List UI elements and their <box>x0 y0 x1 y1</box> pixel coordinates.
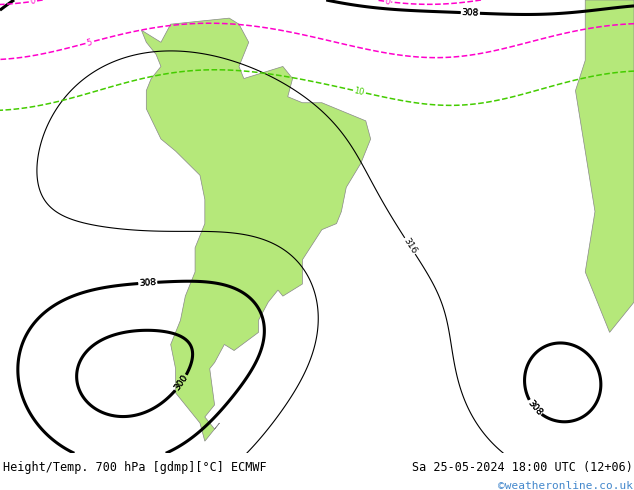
Polygon shape <box>141 18 371 441</box>
Text: 308: 308 <box>462 8 479 18</box>
Text: ©weatheronline.co.uk: ©weatheronline.co.uk <box>498 481 633 490</box>
Text: 316: 316 <box>401 236 418 256</box>
Text: 308: 308 <box>139 278 157 288</box>
Text: 10: 10 <box>353 86 365 97</box>
Text: 5: 5 <box>86 38 93 48</box>
Text: 0: 0 <box>29 0 36 6</box>
Text: Height/Temp. 700 hPa [gdmp][°C] ECMWF: Height/Temp. 700 hPa [gdmp][°C] ECMWF <box>3 461 267 474</box>
Text: 0: 0 <box>385 0 391 6</box>
Text: Sa 25-05-2024 18:00 UTC (12+06): Sa 25-05-2024 18:00 UTC (12+06) <box>412 461 633 474</box>
Text: 308: 308 <box>526 398 544 417</box>
Text: 308: 308 <box>139 278 157 288</box>
Text: 300: 300 <box>172 373 190 392</box>
Text: 308: 308 <box>462 8 479 18</box>
Text: 300: 300 <box>172 373 190 392</box>
Text: 308: 308 <box>526 398 544 417</box>
Polygon shape <box>576 0 634 332</box>
